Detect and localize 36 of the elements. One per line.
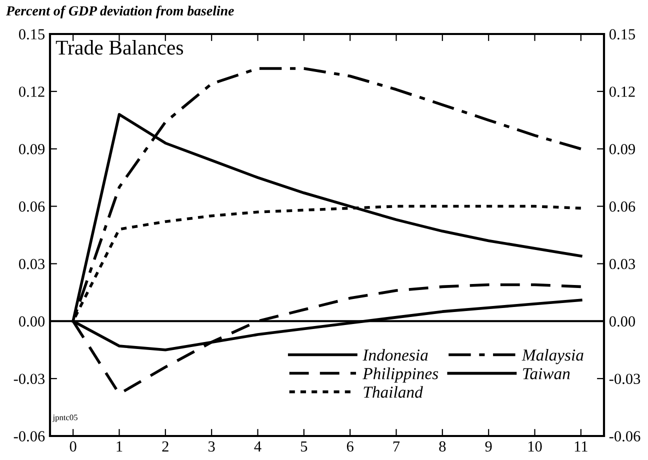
y-tick-label: 0.00 — [18, 316, 45, 327]
annotation: jpntc05 — [52, 414, 78, 422]
x-tick-label: 4 — [254, 441, 262, 452]
x-tick-label: 8 — [439, 441, 446, 452]
x-tick-label: 9 — [485, 441, 492, 452]
x-tick-label: 1 — [116, 441, 122, 452]
y-tick-label: 0.15 — [18, 29, 45, 40]
y-tick-label: -0.06 — [14, 431, 45, 442]
legend-label: Taiwan — [523, 368, 570, 380]
y2-tick-label: 0.03 — [609, 258, 635, 270]
y-tick-label: 0.09 — [18, 144, 45, 154]
y2-tick-label: 0.15 — [609, 29, 635, 40]
y2-tick-label: -0.03 — [609, 374, 640, 384]
y2-tick-label: 0.06 — [609, 201, 636, 212]
x-tick-label: 7 — [393, 441, 400, 452]
chart-title: Trade Balances — [56, 40, 184, 55]
y-tick-label: 0.03 — [18, 258, 45, 270]
x-tick-label: 5 — [300, 441, 308, 452]
x-tick-label: 2 — [162, 441, 168, 452]
y-tick-label: 0.12 — [18, 86, 44, 97]
y-axis-title: Percent of GDP deviation from baseline — [6, 6, 234, 18]
legend-label: Indonesia — [362, 348, 428, 361]
legend-label: Malaysia — [522, 348, 584, 364]
y2-tick-label: -0.06 — [609, 431, 640, 442]
y2-tick-label: 0.12 — [609, 86, 635, 97]
x-tick-label: 0 — [70, 441, 76, 452]
x-tick-label: 3 — [208, 441, 215, 452]
legend-label: Philippines — [362, 368, 438, 383]
y-tick-label: 0.06 — [18, 201, 45, 212]
x-tick-label: 6 — [346, 441, 354, 452]
y2-tick-label: 0.00 — [609, 316, 636, 327]
y2-tick-label: 0.09 — [609, 144, 635, 154]
x-tick-label: 10 — [528, 441, 542, 452]
legend-label: Thailand — [364, 386, 423, 398]
y-tick-label: -0.03 — [14, 374, 45, 384]
x-tick-label: 11 — [574, 441, 588, 452]
